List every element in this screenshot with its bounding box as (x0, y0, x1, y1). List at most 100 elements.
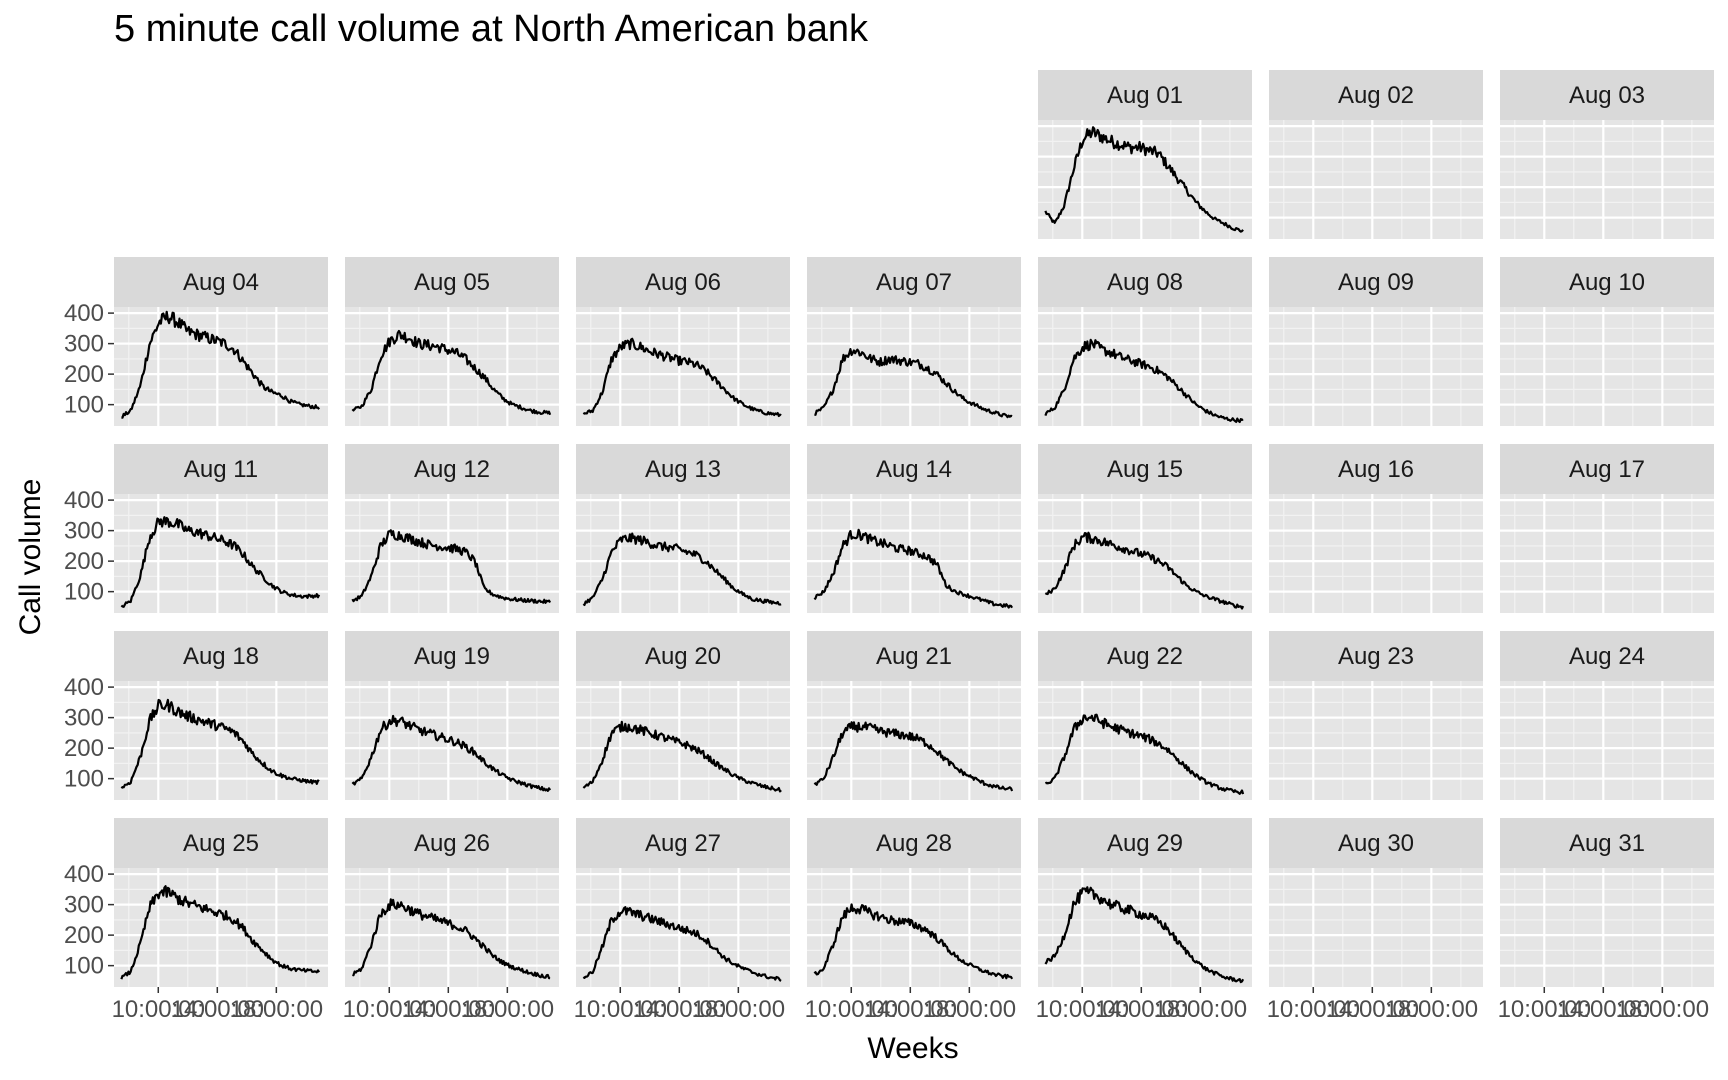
facet-panel: Aug 28 (807, 818, 1021, 987)
y-tick-label: 100 (64, 766, 104, 793)
y-tick-label: 300 (64, 518, 104, 545)
panel-background (345, 494, 559, 613)
y-axis-title: Call volume (14, 479, 47, 636)
panels-layer: Aug 01 Aug 02 Aug 03 Aug 04 Aug 05 Aug 06 Aug … (114, 70, 1714, 987)
facet-label: Aug 24 (1569, 643, 1645, 670)
facet-strip (807, 818, 1021, 868)
facet-strip (576, 631, 790, 681)
x-tick-label: 10:00:00 (805, 996, 898, 1023)
panel-background (576, 494, 790, 613)
x-tick-label: 18:00:00 (1616, 996, 1709, 1023)
facet-strip (1500, 818, 1714, 868)
facet-label: Aug 10 (1569, 269, 1645, 296)
facet-strip (345, 444, 559, 494)
facet-panel: Aug 20 (576, 631, 790, 800)
facet-strip (1500, 257, 1714, 307)
facet-label: Aug 14 (876, 456, 952, 483)
facet-label: Aug 28 (876, 830, 952, 857)
facet-panel: Aug 31 (1500, 818, 1714, 987)
series-line (351, 714, 552, 792)
panel-background (1269, 868, 1483, 987)
facet-label: Aug 19 (414, 643, 490, 670)
x-axis-title: Weeks (867, 1032, 958, 1065)
series-line (351, 329, 552, 416)
panel-background (1269, 120, 1483, 239)
facet-label: Aug 27 (645, 830, 721, 857)
facet-label: Aug 11 (184, 456, 258, 483)
x-tick-label: 18:00:00 (923, 996, 1016, 1023)
series-line (351, 529, 552, 604)
panel-background (1269, 681, 1483, 800)
y-tick-label: 400 (64, 674, 104, 701)
x-tick-label: 10:00:00 (1498, 996, 1591, 1023)
facet-panel: Aug 14 (807, 444, 1021, 613)
facet-label: Aug 21 (876, 643, 952, 670)
facet-label: Aug 16 (1338, 456, 1414, 483)
facet-label: Aug 22 (1107, 643, 1183, 670)
x-tick-label: 10:00:00 (1036, 996, 1129, 1023)
facet-label: Aug 26 (414, 830, 490, 857)
facet-strip (576, 257, 790, 307)
facet-label: Aug 30 (1338, 830, 1414, 857)
facet-panel: Aug 27 (576, 818, 790, 987)
facet-panel: Aug 02 (1269, 70, 1483, 239)
series-line (1044, 886, 1245, 984)
facet-strip (114, 444, 328, 494)
facet-strip (345, 631, 559, 681)
series-line (582, 337, 782, 418)
series-line (120, 516, 321, 608)
y-tick-label: 100 (64, 392, 104, 419)
facet-strip (1038, 70, 1252, 120)
facet-panel: Aug 12 (345, 444, 559, 613)
facet-label: Aug 04 (183, 269, 259, 296)
series-line (582, 720, 782, 793)
series-line (813, 528, 1014, 609)
y-tick-label: 300 (64, 331, 104, 358)
facet-panel: Aug 24 (1500, 631, 1714, 800)
facet-panel: Aug 19 (345, 631, 559, 800)
facet-panel: Aug 08 (1038, 257, 1252, 426)
axes-layer: 100 200 300 400 100 200 300 400 100 200 300 400 100 2… (64, 300, 1709, 1023)
facet-panel: Aug 10 (1500, 257, 1714, 426)
x-tick-label: 18:00:00 (692, 996, 785, 1023)
facet-label: Aug 12 (414, 456, 490, 483)
facet-label: Aug 09 (1338, 269, 1414, 296)
facet-panel: Aug 26 (345, 818, 559, 987)
x-tick-label: 18:00:00 (461, 996, 554, 1023)
facet-panel: Aug 18 (114, 631, 328, 800)
x-tick-label: 18:00:00 (230, 996, 323, 1023)
x-tick-label: 14:00:00 (171, 996, 264, 1023)
x-tick-label: 10:00:00 (574, 996, 667, 1023)
facet-strip (1269, 631, 1483, 681)
facet-strip (114, 818, 328, 868)
x-tick-label: 14:00:00 (1095, 996, 1188, 1023)
facet-strip (114, 631, 328, 681)
x-tick-label: 10:00:00 (343, 996, 436, 1023)
facet-strip (1269, 818, 1483, 868)
facet-label: Aug 06 (645, 269, 721, 296)
facet-label: Aug 13 (645, 456, 721, 483)
series-line (1044, 126, 1244, 233)
facet-panel: Aug 25 (114, 818, 328, 987)
facet-label: Aug 18 (183, 643, 259, 670)
panel-background (114, 494, 328, 613)
x-tick-label: 14:00:00 (1557, 996, 1650, 1023)
series-line (1044, 713, 1245, 795)
x-tick-label: 18:00:00 (1385, 996, 1478, 1023)
panel-background (576, 681, 790, 800)
facet-label: Aug 17 (1569, 456, 1645, 483)
panel-background (1500, 120, 1714, 239)
y-tick-label: 400 (64, 300, 104, 327)
facet-strip (345, 818, 559, 868)
panel-background (1500, 681, 1714, 800)
facet-strip (576, 818, 790, 868)
facet-panel: Aug 04 (114, 257, 328, 426)
facet-label: Aug 07 (876, 269, 952, 296)
facet-strip (1038, 444, 1252, 494)
facet-strip (1038, 631, 1252, 681)
facet-label: Aug 23 (1338, 643, 1414, 670)
facet-strip (1038, 818, 1252, 868)
panel-background (1500, 307, 1714, 426)
facet-label: Aug 01 (1107, 82, 1183, 109)
facet-panel: Aug 17 (1500, 444, 1714, 613)
